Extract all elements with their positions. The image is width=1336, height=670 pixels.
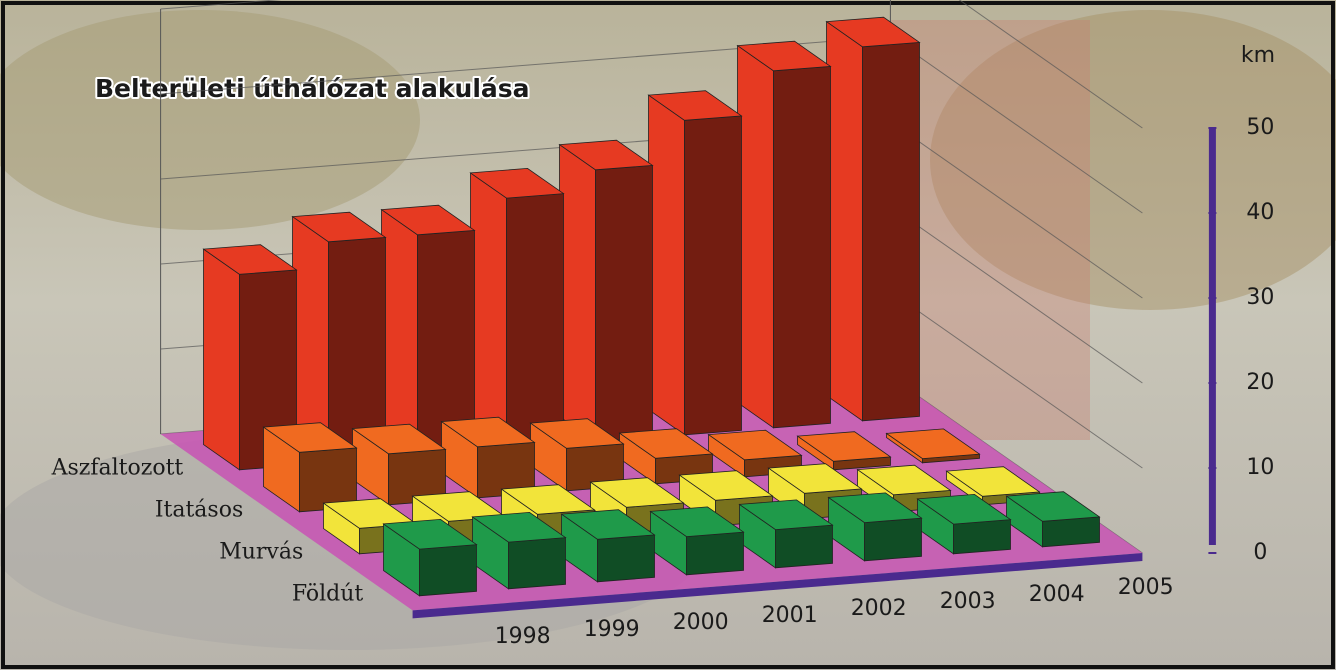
bar-side — [471, 173, 507, 449]
legend-label: Földút — [292, 581, 364, 606]
bar-front — [509, 538, 566, 589]
photo-foliage — [0, 10, 420, 230]
y-tick-label: 0 — [1253, 540, 1267, 565]
unit-label: km — [1241, 43, 1275, 68]
bar-front — [507, 194, 564, 449]
bar-front — [420, 545, 477, 596]
bar-front — [685, 116, 742, 435]
x-tick-label: 2003 — [940, 589, 996, 614]
x-tick-label: 2001 — [762, 603, 818, 628]
legend-label: Itatásos — [155, 497, 243, 522]
x-tick-label: 2005 — [1118, 575, 1174, 600]
bar-side — [560, 145, 596, 442]
x-tick-label: 2004 — [1029, 582, 1085, 607]
bar-side — [827, 22, 863, 421]
bar-front — [598, 535, 655, 582]
bar-side — [649, 95, 685, 435]
bar-front — [687, 532, 744, 575]
bar-front — [863, 42, 920, 420]
bar-front — [596, 165, 653, 441]
bar-side — [738, 46, 774, 428]
x-tick-label: 2002 — [851, 596, 907, 621]
bar-side — [204, 249, 240, 470]
y-tick-label: 20 — [1246, 370, 1274, 395]
chart: Belterületi úthálózat alakulása km 01020… — [0, 0, 1336, 670]
y-tick-label: 40 — [1246, 200, 1274, 225]
legend-label: Murvás — [219, 539, 303, 564]
bar-side — [382, 210, 418, 456]
bar-front — [954, 520, 1011, 554]
y-tick-label: 10 — [1246, 455, 1274, 480]
bar-front — [1043, 517, 1100, 547]
x-tick-label: 1998 — [495, 624, 551, 649]
legend-label: Aszfaltozott — [51, 455, 184, 480]
bar-front — [776, 525, 833, 568]
y-tick-label: 50 — [1246, 115, 1274, 140]
bar-front — [865, 518, 922, 561]
bar-front — [774, 66, 831, 427]
x-tick-label: 1999 — [584, 617, 640, 642]
y-tick-label: 30 — [1246, 285, 1274, 310]
x-tick-label: 2000 — [673, 610, 729, 635]
